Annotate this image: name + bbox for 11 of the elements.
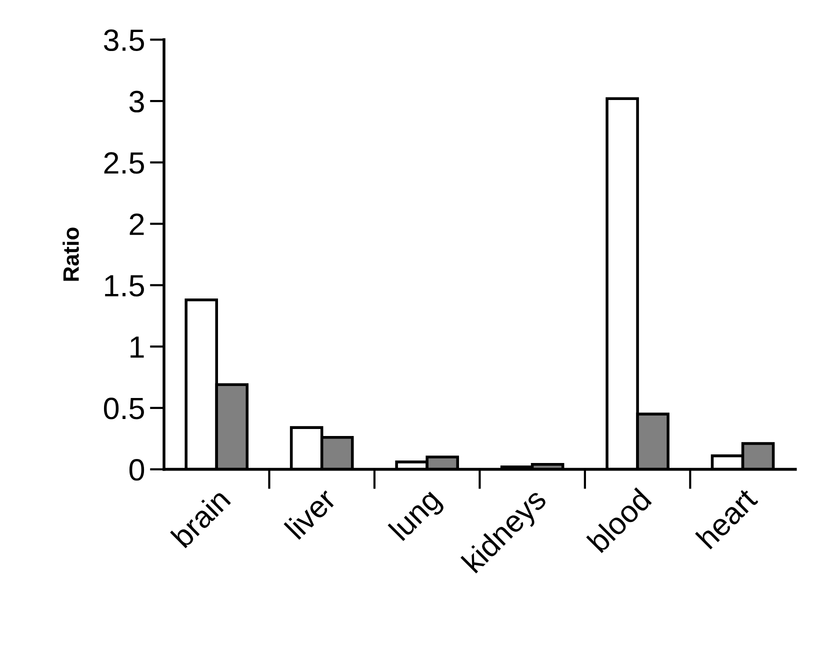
y-tick-label: 2: [130, 214, 144, 235]
y-tick-label: 2.5: [104, 152, 144, 174]
x-tick-label: liver: [284, 486, 338, 540]
y-tick-label: 3.5: [104, 29, 144, 52]
x-tick-label: lung: [388, 487, 446, 546]
y-tick-label: 0.5: [104, 398, 144, 420]
y-tick-label: 3: [129, 90, 144, 112]
y-axis-title: Ratio: [62, 228, 79, 281]
y-tick-label: 1: [130, 336, 144, 358]
y-tick-label: 0: [129, 459, 144, 481]
y-tick-label: 1.5: [105, 275, 144, 297]
